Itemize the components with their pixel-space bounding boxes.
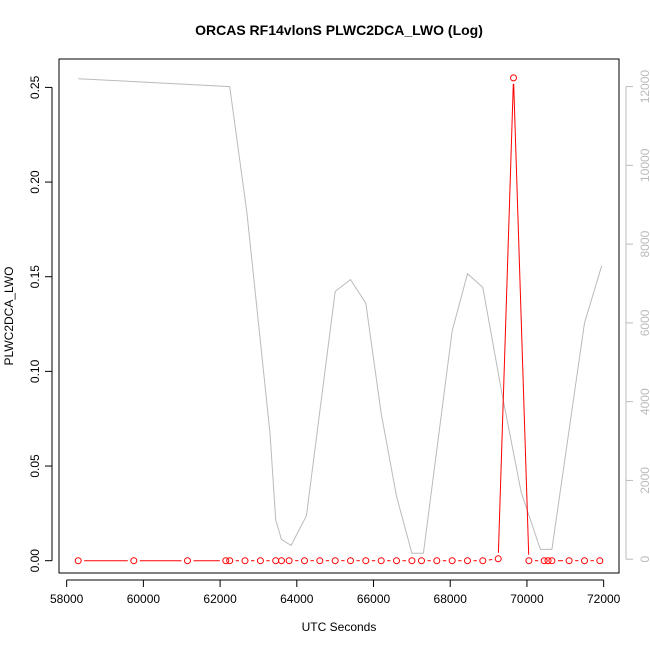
primary-series-point — [596, 557, 604, 565]
primary-series-point — [433, 557, 441, 565]
y2-tick-label: 0 — [638, 556, 650, 563]
x-tick-label: 66000 — [357, 592, 391, 606]
y-tick-label: 0.00 — [28, 549, 42, 573]
primary-series-segment — [497, 83, 514, 553]
y2-tick-label: 6000 — [638, 309, 650, 336]
x-tick-label: 60000 — [127, 592, 161, 606]
primary-series-point — [285, 557, 293, 565]
primary-series-point — [548, 557, 556, 565]
primary-series-point — [565, 557, 573, 565]
primary-series-point — [278, 557, 285, 565]
y2-tick-label: 10000 — [638, 148, 650, 182]
primary-series-point — [525, 557, 533, 565]
primary-series-point — [256, 557, 264, 565]
y2-tick-label: 2000 — [638, 467, 650, 494]
y2-tick-label: 4000 — [638, 388, 650, 415]
primary-series-point — [464, 557, 471, 565]
plot-frame — [58, 58, 620, 574]
primary-series-point — [544, 557, 552, 565]
primary-series-point — [581, 557, 588, 565]
primary-series-point — [241, 557, 249, 565]
chart-title: ORCAS RF14vlonS PLWC2DCA_LWO (Log) — [195, 22, 483, 38]
y2-tick-label: 12000 — [638, 70, 650, 104]
primary-series-point — [362, 557, 370, 565]
primary-series-point — [347, 557, 354, 565]
x-tick-label: 58000 — [50, 592, 84, 606]
primary-series-segment — [513, 83, 530, 555]
primary-series-segment — [488, 559, 493, 561]
secondary-series-layer — [78, 78, 603, 554]
axes-layer: 58000 60000 62000 64000 66000 68000 70000 72000… — [28, 70, 650, 606]
x-tick-label: 64000 — [280, 592, 314, 606]
primary-series-point — [222, 557, 230, 565]
primary-series-point — [74, 557, 82, 565]
x-tick-label: 70000 — [510, 592, 544, 606]
primary-series-point — [418, 557, 425, 565]
y-tick-label: 0.15 — [28, 265, 42, 289]
primary-series-point — [226, 557, 234, 565]
primary-series-point — [331, 557, 339, 565]
x-tick-label: 72000 — [587, 592, 621, 606]
primary-series-point — [130, 557, 138, 565]
primary-series-point — [448, 557, 456, 565]
y-tick-label: 0.05 — [28, 454, 42, 478]
y-tick-label: 0.10 — [28, 359, 42, 383]
y-axis-label: PLWC2DCA_LWO — [2, 267, 16, 366]
x-tick-label: 68000 — [434, 592, 468, 606]
primary-series-point — [408, 557, 416, 565]
primary-series-point — [479, 557, 487, 565]
secondary-series-line — [78, 78, 603, 554]
primary-series-layer — [74, 74, 604, 565]
primary-series-point — [301, 557, 308, 565]
primary-series-point — [494, 555, 502, 563]
primary-series-point — [510, 74, 517, 82]
primary-series-point — [393, 557, 400, 565]
x-axis-label: UTC Seconds — [302, 620, 377, 634]
x-tick-label: 62000 — [203, 592, 237, 606]
primary-series-point — [377, 557, 385, 565]
y-tick-label: 0.25 — [28, 75, 42, 99]
primary-series-point — [184, 557, 191, 565]
y-tick-label: 0.20 — [28, 170, 42, 194]
y2-tick-label: 8000 — [638, 230, 650, 257]
primary-series-point — [540, 557, 548, 565]
primary-series-point — [316, 557, 324, 565]
